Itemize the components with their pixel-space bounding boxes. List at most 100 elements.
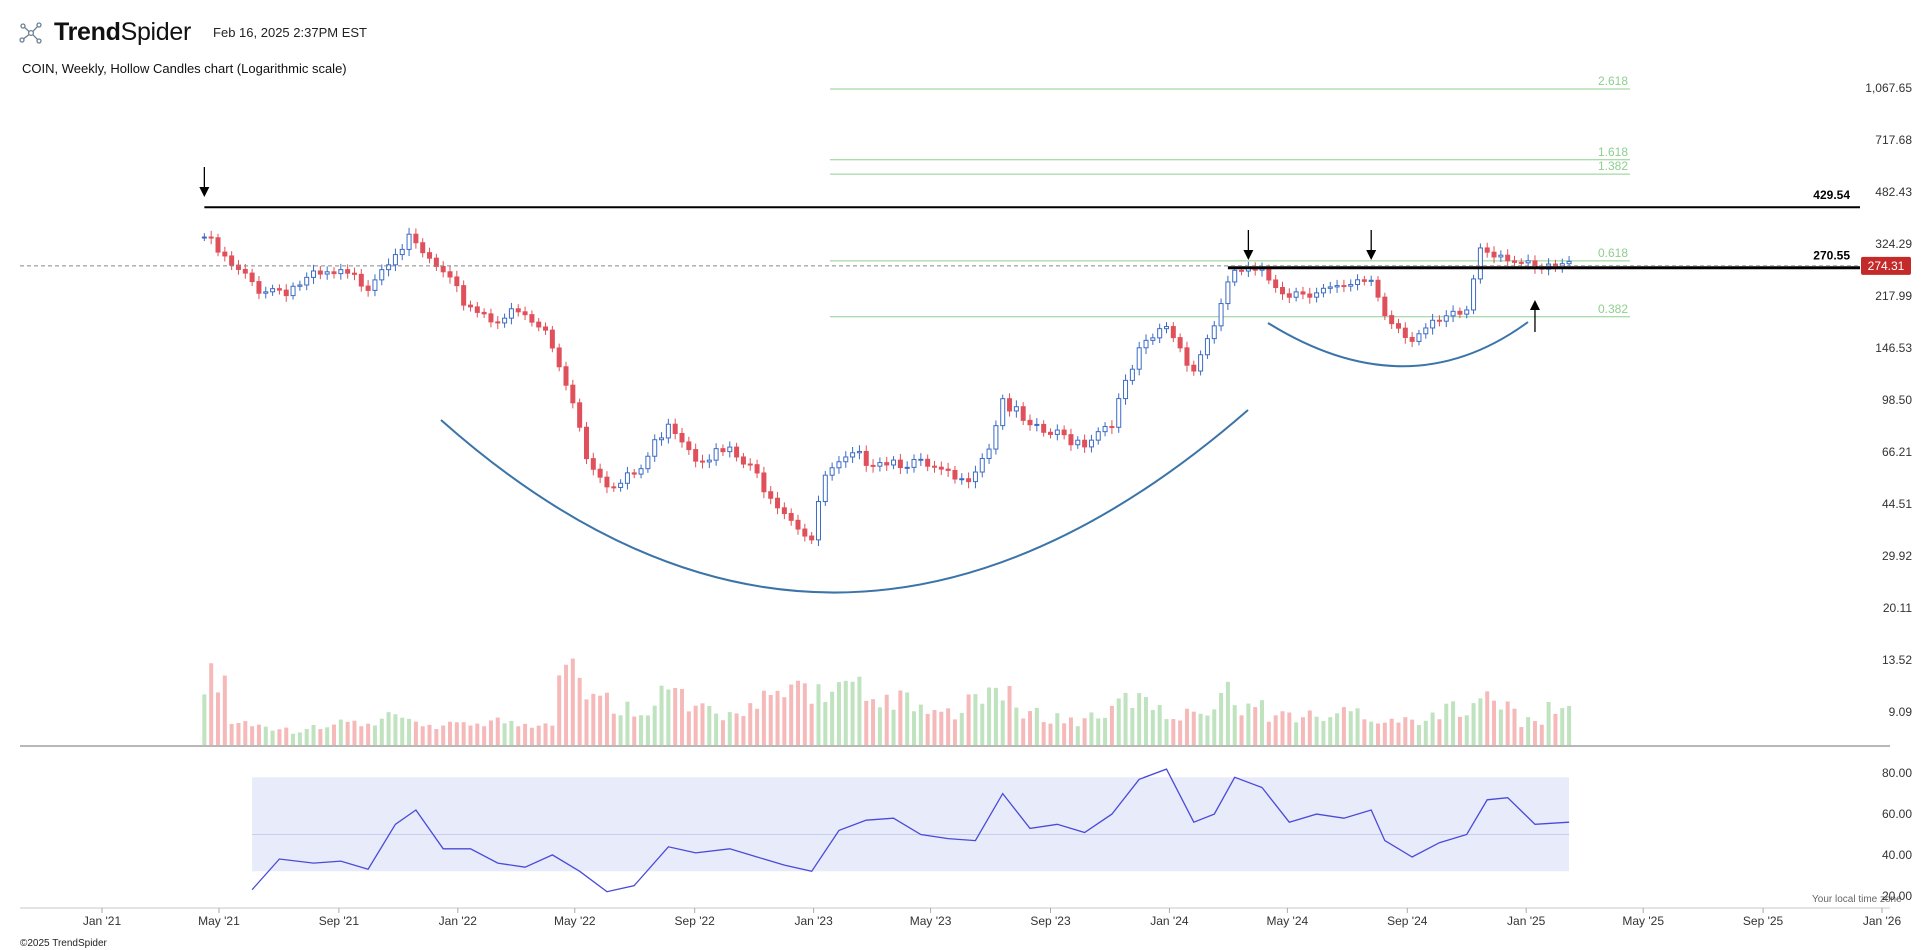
candle-body xyxy=(843,456,849,463)
candle xyxy=(1382,292,1388,321)
volume-bar xyxy=(407,718,412,745)
candle-body xyxy=(720,448,726,453)
volume-bar xyxy=(1109,705,1114,745)
price-axis: 1,067.65 717.68 482.43 324.29 217.99 146.53 98… xyxy=(1865,81,1912,719)
candle-body xyxy=(638,468,644,475)
candle xyxy=(1020,402,1026,426)
candle xyxy=(1116,393,1122,433)
candle xyxy=(1075,436,1081,449)
volume-bar xyxy=(461,722,466,745)
candle-body xyxy=(583,426,589,460)
candle-body xyxy=(1232,269,1238,283)
candle-body xyxy=(1566,260,1572,265)
candle xyxy=(502,313,508,328)
candle-body xyxy=(1511,260,1517,263)
candle-body xyxy=(256,281,262,294)
volume-bar xyxy=(386,712,391,745)
candle-body xyxy=(1204,338,1210,356)
time-tick-label: Sep '25 xyxy=(1743,914,1784,928)
candle-body xyxy=(1382,296,1388,317)
candles xyxy=(201,227,1572,547)
candle-body xyxy=(549,329,555,349)
candle xyxy=(474,301,480,318)
candle xyxy=(1279,281,1285,300)
candle xyxy=(1300,286,1306,300)
candle-body xyxy=(543,326,549,331)
volume-bar xyxy=(420,726,425,745)
candle-body xyxy=(788,513,794,521)
candle-body xyxy=(1041,423,1047,433)
price-tick-label: 482.43 xyxy=(1875,185,1912,199)
candle-body xyxy=(1389,315,1395,325)
candle-body xyxy=(850,452,856,458)
annotation-arrows xyxy=(199,167,1540,332)
candle-body xyxy=(795,519,801,530)
time-tick-label: May '22 xyxy=(554,914,596,928)
volume-bar xyxy=(1219,692,1224,745)
candle-body xyxy=(495,321,501,324)
volume-bar xyxy=(843,680,848,745)
candle xyxy=(986,443,992,464)
candle xyxy=(1054,424,1060,441)
candle xyxy=(891,456,897,470)
candle xyxy=(1368,275,1374,287)
candle xyxy=(1491,246,1497,264)
volume-bar xyxy=(332,724,337,745)
volume-bar xyxy=(488,720,493,745)
price-tick-label: 29.92 xyxy=(1882,549,1912,563)
candle-body xyxy=(1123,379,1129,400)
candle-body xyxy=(1068,434,1074,446)
candle-body xyxy=(522,311,528,316)
volume-bar xyxy=(1464,715,1469,745)
candle-body xyxy=(959,478,965,481)
candle xyxy=(781,502,787,520)
candle xyxy=(713,443,719,466)
candle xyxy=(1361,275,1367,286)
candle xyxy=(1395,318,1401,334)
time-tick-label: May '23 xyxy=(910,914,952,928)
candle-body xyxy=(508,308,514,319)
candle-body xyxy=(1375,279,1381,298)
volume-bar xyxy=(1280,711,1285,745)
candle-body xyxy=(1348,284,1354,287)
candle-body xyxy=(1450,310,1456,317)
candle-body xyxy=(1286,293,1292,298)
candle-body xyxy=(1307,293,1313,298)
volume-bar xyxy=(318,729,323,745)
candle xyxy=(433,253,439,271)
candle-body xyxy=(577,402,583,428)
candle xyxy=(727,441,733,458)
volume-bar xyxy=(325,727,330,745)
candle xyxy=(1027,414,1033,431)
candle-body xyxy=(338,269,344,275)
candle-body xyxy=(345,269,351,274)
volume-bar xyxy=(1082,718,1087,745)
candle xyxy=(1088,434,1094,453)
volume-bar xyxy=(1321,721,1326,745)
candle xyxy=(1341,279,1347,293)
candle-body xyxy=(235,264,241,270)
candle-body xyxy=(406,233,412,250)
candle xyxy=(256,276,262,300)
volume-bar xyxy=(1171,719,1176,745)
candle-body xyxy=(1082,439,1088,448)
time-axis: Jan '21 May '21 Sep '21 Jan '22 May '22 Sep '… xyxy=(83,908,1901,928)
volume-bar xyxy=(611,713,616,745)
volume-bar xyxy=(1232,705,1237,745)
candle xyxy=(1157,323,1163,344)
volume-bar xyxy=(816,684,821,745)
candle-body xyxy=(836,461,842,469)
candle xyxy=(1402,322,1408,344)
candle xyxy=(338,263,344,280)
time-tick-label: May '24 xyxy=(1267,914,1309,928)
volume-bar xyxy=(1532,721,1537,745)
volume-bar xyxy=(891,709,896,745)
price-tick-label: 13.52 xyxy=(1882,653,1912,667)
candle xyxy=(693,443,699,468)
candle-body xyxy=(1464,309,1470,315)
candle-body xyxy=(242,268,248,274)
volume-bar xyxy=(877,707,882,745)
volume-bar xyxy=(884,694,889,745)
candle xyxy=(815,495,821,547)
